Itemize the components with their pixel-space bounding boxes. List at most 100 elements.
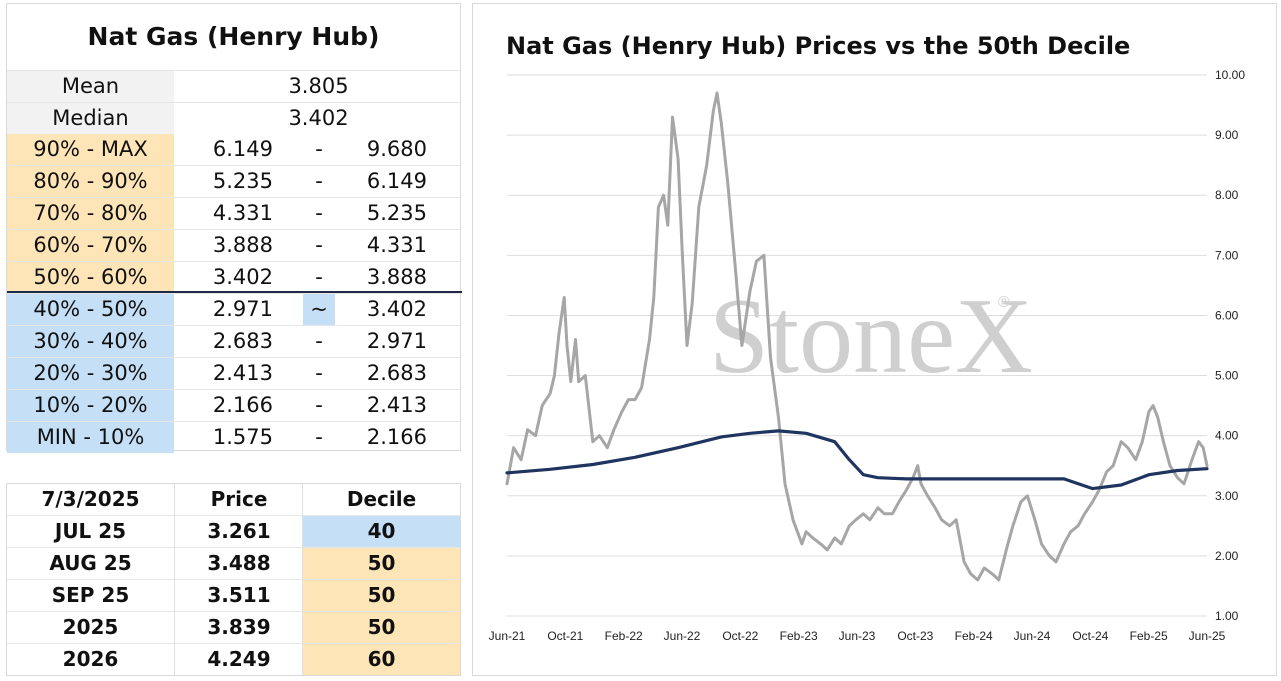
row-divider — [7, 357, 460, 358]
decile-high-value: 9.680 — [366, 137, 427, 161]
contract-name: JUL 25 — [54, 519, 127, 543]
mean-row: Mean 3.805 — [7, 70, 460, 103]
contract-row: SEP 25 3.511 50 — [7, 580, 460, 612]
contract-row: 2026 4.249 60 — [7, 644, 460, 676]
x-tick-label: Jun-22 — [664, 629, 701, 643]
decile-range-label: 60% - 70% — [7, 230, 174, 261]
x-axis: Jun-21 Oct-21 Feb-22 Jun-22 Oct-22 Feb-23 Jun-… — [489, 629, 1226, 643]
decile-range-label: 80% - 90% — [7, 166, 174, 197]
decile-row: 70% - 80% 4.331 - 5.235 — [7, 198, 460, 230]
decile-row: 50% - 60% 3.402 - 3.888 — [7, 262, 460, 294]
range-separator: - — [315, 265, 323, 289]
decile-high-value: 2.971 — [366, 329, 427, 353]
range-separator: - — [315, 201, 323, 225]
x-tick-label: Oct-22 — [722, 629, 758, 643]
median-label: Median — [7, 103, 174, 134]
row-divider — [7, 547, 460, 548]
decile-row: 90% - MAX 6.149 - 9.680 — [7, 134, 460, 166]
contract-decile: 60 — [303, 644, 460, 675]
contract-price: 3.839 — [207, 615, 271, 639]
y-tick-label: 1.00 — [1215, 609, 1239, 623]
decile-low-value: 2.971 — [212, 297, 273, 321]
decile-high-value: 2.413 — [366, 393, 427, 417]
decile-range-label: 90% - MAX — [7, 134, 174, 165]
current-decile-marker: ~ — [303, 294, 335, 325]
contract-decile: 40 — [303, 516, 460, 547]
median-value: 3.402 — [288, 106, 349, 130]
decile-range-label: 10% - 20% — [7, 390, 174, 421]
row-divider — [7, 229, 460, 230]
watermark-registered-mark: ® — [998, 294, 1010, 311]
decile-high-value: 3.402 — [366, 297, 427, 321]
decile-range-label: 40% - 50% — [7, 294, 174, 325]
contract-price: 3.261 — [207, 519, 271, 543]
decile-row: MIN - 10% 1.575 - 2.166 — [7, 422, 460, 454]
y-tick-label: 4.00 — [1215, 429, 1239, 443]
price-chart: StoneX ® 1.00 2.00 3.00 4.00 5.00 6.00 7.00 8.0… — [489, 68, 1246, 643]
y-tick-label: 10.00 — [1215, 68, 1245, 82]
x-tick-label: Feb-23 — [780, 629, 818, 643]
decile-low-value: 2.413 — [212, 361, 273, 385]
median-divider — [7, 291, 462, 293]
y-tick-label: 9.00 — [1215, 128, 1239, 142]
x-tick-label: Jun-25 — [1189, 629, 1226, 643]
contract-name: 2025 — [62, 615, 119, 639]
x-tick-label: Jun-21 — [489, 629, 526, 643]
decile-high-value: 3.888 — [366, 265, 427, 289]
decile-row: 30% - 40% 2.683 - 2.971 — [7, 326, 460, 358]
contract-table: 7/3/2025 Price Decile JUL 25 3.261 40 AUG 2… — [6, 483, 461, 676]
x-tick-label: Oct-21 — [547, 629, 583, 643]
decile-range-label: MIN - 10% — [7, 422, 174, 453]
decile-high-value: 2.166 — [366, 425, 427, 449]
decile-row: 20% - 30% 2.413 - 2.683 — [7, 358, 460, 390]
y-tick-label: 2.00 — [1215, 549, 1239, 563]
decile-row: 80% - 90% 5.235 - 6.149 — [7, 166, 460, 198]
x-tick-label: Jun-24 — [1014, 629, 1051, 643]
contract-price: 4.249 — [207, 647, 271, 671]
row-divider — [7, 197, 460, 198]
decile-high-value: 6.149 — [366, 169, 427, 193]
contract-name: SEP 25 — [51, 583, 130, 607]
mean-value: 3.805 — [288, 74, 349, 98]
decile-row: 10% - 20% 2.166 - 2.413 — [7, 390, 460, 422]
range-separator: - — [315, 169, 323, 193]
decile-low-value: 6.149 — [212, 137, 273, 161]
x-tick-label: Feb-22 — [605, 629, 643, 643]
contract-name: AUG 25 — [49, 551, 132, 575]
stonex-watermark: StoneX ® — [709, 277, 1033, 396]
decile-low-value: 2.683 — [212, 329, 273, 353]
column-divider — [174, 484, 175, 675]
decile-header: Decile — [346, 487, 417, 511]
contract-decile: 50 — [303, 548, 460, 579]
range-separator: - — [315, 233, 323, 257]
contract-row: JUL 25 3.261 40 — [7, 516, 460, 548]
chart-title: Nat Gas (Henry Hub) Prices vs the 50th D… — [506, 32, 1131, 60]
y-axis: 1.00 2.00 3.00 4.00 5.00 6.00 7.00 8.00 9.00 10.0… — [1215, 68, 1245, 623]
y-tick-label: 5.00 — [1215, 369, 1239, 383]
median-row: Median 3.402 — [7, 102, 460, 135]
contract-price: 3.488 — [207, 551, 271, 575]
row-divider — [7, 389, 460, 390]
gridlines — [507, 74, 1207, 617]
price-header: Price — [210, 487, 268, 511]
y-tick-label: 8.00 — [1215, 188, 1239, 202]
series — [505, 91, 1209, 582]
row-divider — [7, 643, 460, 644]
price-series-line — [505, 91, 1209, 582]
decile-range-label: 20% - 30% — [7, 358, 174, 389]
decile-high-value: 2.683 — [366, 361, 427, 385]
y-tick-label: 3.00 — [1215, 489, 1239, 503]
decile-low-value: 3.402 — [212, 265, 273, 289]
decile-high-value: 4.331 — [366, 233, 427, 257]
decile-low-value: 5.235 — [212, 169, 273, 193]
range-separator: - — [315, 393, 323, 417]
decile-low-value: 2.166 — [212, 393, 273, 417]
median-decile-series-line — [505, 429, 1209, 491]
column-divider — [302, 484, 303, 675]
row-divider — [7, 261, 460, 262]
contract-header-row: 7/3/2025 Price Decile — [7, 484, 460, 516]
decile-range-label: 30% - 40% — [7, 326, 174, 357]
x-tick-label: Oct-24 — [1072, 629, 1108, 643]
decile-range-label: 70% - 80% — [7, 198, 174, 229]
x-tick-label: Jun-23 — [839, 629, 876, 643]
